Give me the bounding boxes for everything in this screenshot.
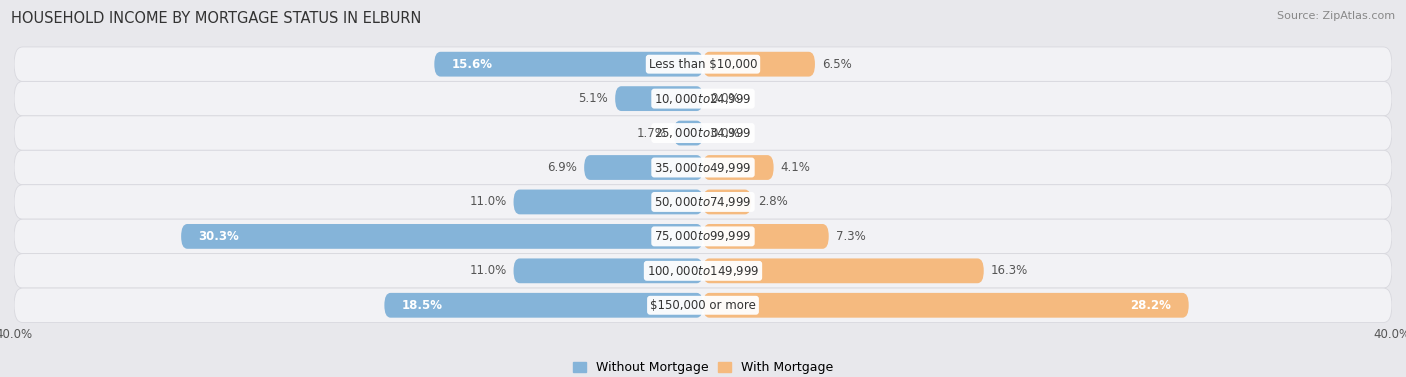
FancyBboxPatch shape — [616, 86, 703, 111]
FancyBboxPatch shape — [14, 81, 1392, 116]
FancyBboxPatch shape — [703, 293, 1188, 318]
Text: 30.3%: 30.3% — [198, 230, 239, 243]
Legend: Without Mortgage, With Mortgage: Without Mortgage, With Mortgage — [568, 356, 838, 377]
Text: 4.1%: 4.1% — [780, 161, 810, 174]
FancyBboxPatch shape — [14, 185, 1392, 219]
FancyBboxPatch shape — [513, 259, 703, 283]
Text: 15.6%: 15.6% — [451, 58, 492, 70]
FancyBboxPatch shape — [14, 254, 1392, 288]
FancyBboxPatch shape — [14, 219, 1392, 254]
FancyBboxPatch shape — [703, 155, 773, 180]
Text: 6.5%: 6.5% — [823, 58, 852, 70]
Text: 0.0%: 0.0% — [710, 92, 740, 105]
FancyBboxPatch shape — [703, 259, 984, 283]
Text: 0.0%: 0.0% — [710, 127, 740, 139]
FancyBboxPatch shape — [14, 47, 1392, 81]
Text: $10,000 to $24,999: $10,000 to $24,999 — [654, 92, 752, 106]
Text: $75,000 to $99,999: $75,000 to $99,999 — [654, 229, 752, 244]
Text: Source: ZipAtlas.com: Source: ZipAtlas.com — [1277, 11, 1395, 21]
FancyBboxPatch shape — [673, 121, 703, 146]
Text: $25,000 to $34,999: $25,000 to $34,999 — [654, 126, 752, 140]
FancyBboxPatch shape — [703, 190, 751, 215]
FancyBboxPatch shape — [14, 288, 1392, 322]
Text: $150,000 or more: $150,000 or more — [650, 299, 756, 312]
Text: 16.3%: 16.3% — [991, 264, 1028, 277]
Text: 7.3%: 7.3% — [835, 230, 865, 243]
FancyBboxPatch shape — [14, 150, 1392, 185]
Text: HOUSEHOLD INCOME BY MORTGAGE STATUS IN ELBURN: HOUSEHOLD INCOME BY MORTGAGE STATUS IN E… — [11, 11, 422, 26]
FancyBboxPatch shape — [703, 52, 815, 77]
FancyBboxPatch shape — [583, 155, 703, 180]
Text: 18.5%: 18.5% — [402, 299, 443, 312]
Text: 5.1%: 5.1% — [578, 92, 609, 105]
Text: Less than $10,000: Less than $10,000 — [648, 58, 758, 70]
Text: 11.0%: 11.0% — [470, 264, 506, 277]
Text: 6.9%: 6.9% — [547, 161, 578, 174]
FancyBboxPatch shape — [513, 190, 703, 215]
Text: $50,000 to $74,999: $50,000 to $74,999 — [654, 195, 752, 209]
FancyBboxPatch shape — [384, 293, 703, 318]
FancyBboxPatch shape — [434, 52, 703, 77]
FancyBboxPatch shape — [703, 224, 828, 249]
Text: $35,000 to $49,999: $35,000 to $49,999 — [654, 161, 752, 175]
FancyBboxPatch shape — [14, 116, 1392, 150]
Text: 1.7%: 1.7% — [637, 127, 666, 139]
Text: 2.8%: 2.8% — [758, 195, 787, 208]
FancyBboxPatch shape — [181, 224, 703, 249]
Text: 28.2%: 28.2% — [1130, 299, 1171, 312]
Text: $100,000 to $149,999: $100,000 to $149,999 — [647, 264, 759, 278]
Text: 11.0%: 11.0% — [470, 195, 506, 208]
